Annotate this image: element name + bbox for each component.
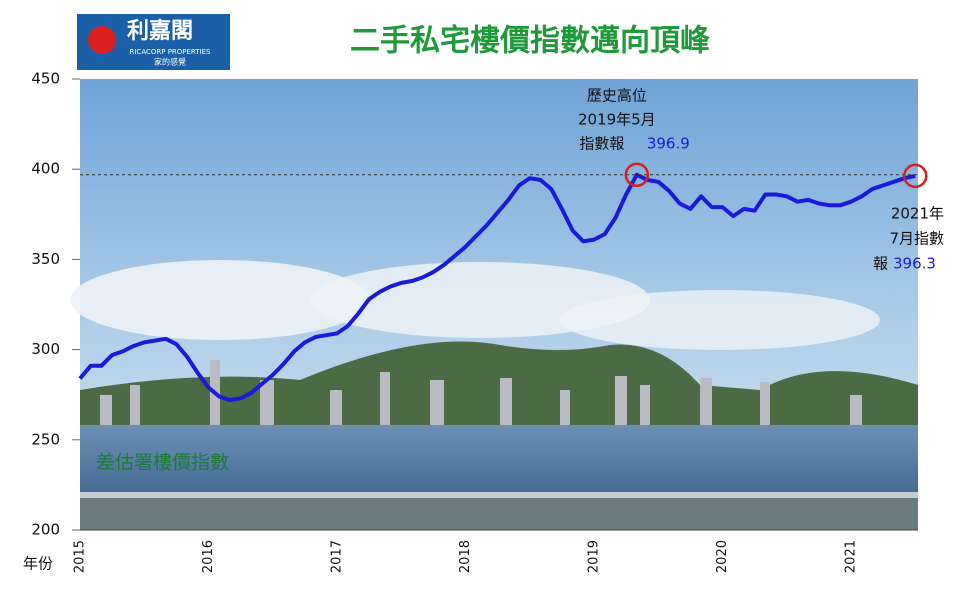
chart-title: 二手私宅樓價指數邁向頂峰 <box>350 24 710 59</box>
logo-slogan: 家的感覺 <box>154 57 186 67</box>
highlight-circle <box>624 162 650 188</box>
annotation: 報 <box>873 255 888 273</box>
logo-english: RICACORP PROPERTIES <box>130 48 212 56</box>
logo-name: 利嘉閣 <box>127 19 193 44</box>
logo-icon <box>88 26 116 54</box>
x-tick-label: 2015 <box>73 540 88 573</box>
annotation: 2021年 <box>891 205 944 223</box>
x-tick-label: 2021 <box>844 540 859 573</box>
x-tick-label: 2017 <box>330 540 345 573</box>
annotation: 指數報 <box>579 135 624 153</box>
x-axis-label: 年份 <box>23 555 53 573</box>
annotation: 7月指數 <box>889 230 944 248</box>
y-tick-label: 350 <box>31 250 60 268</box>
x-tick-label: 2018 <box>458 540 473 573</box>
legend-label: 差估署樓價指數 <box>96 452 229 474</box>
annotation: 2019年5月 <box>578 111 656 129</box>
series-line <box>78 172 916 403</box>
y-tick-label: 400 <box>31 160 60 178</box>
value-label: 396.3 <box>893 255 936 273</box>
highlight-circle <box>903 163 928 189</box>
y-tick-label: 250 <box>31 430 60 448</box>
x-tick-label: 2016 <box>201 540 216 573</box>
y-tick-label: 200 <box>31 521 60 539</box>
annotation: 歷史高位 <box>587 87 647 105</box>
background-photo <box>70 79 918 530</box>
x-tick-label: 2020 <box>715 540 730 573</box>
value-label: 396.9 <box>647 135 690 153</box>
y-tick-label: 300 <box>31 340 60 358</box>
y-tick-label: 450 <box>31 70 60 88</box>
x-tick-label: 2019 <box>587 540 602 573</box>
